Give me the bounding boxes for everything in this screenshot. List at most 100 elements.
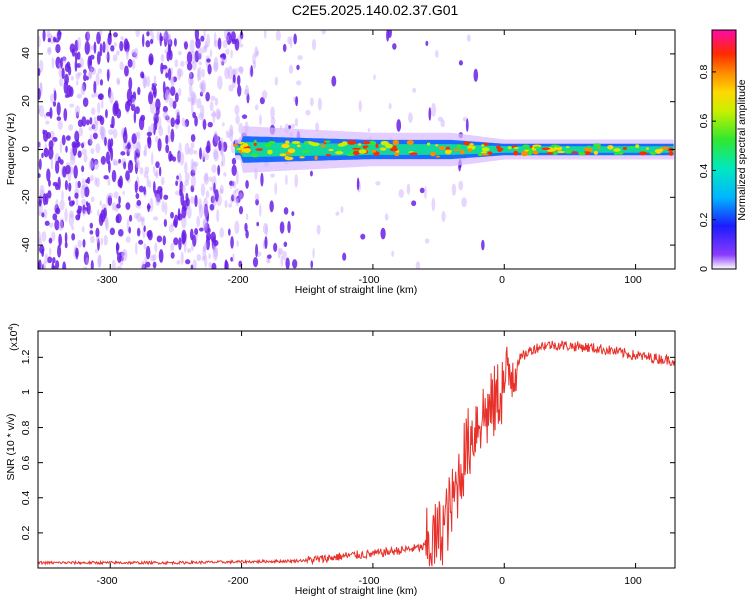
noise-speck — [164, 90, 170, 103]
signal-peak — [507, 146, 512, 150]
noise-speck — [141, 260, 145, 269]
noise-speck — [214, 97, 219, 106]
noise-speck — [62, 261, 67, 269]
noise-speck — [49, 107, 53, 119]
noise-speck — [291, 211, 295, 217]
signal-peak — [571, 151, 579, 154]
noise-speck — [130, 103, 136, 112]
noise-speck — [202, 150, 206, 161]
spectrogram-content — [38, 30, 674, 269]
noise-speck — [294, 117, 299, 127]
noise-speck — [201, 82, 206, 94]
signal-peak — [346, 153, 355, 157]
noise-speck — [270, 117, 276, 126]
noise-speck — [212, 109, 216, 124]
noise-speck — [273, 242, 278, 252]
noise-speck — [96, 115, 100, 122]
noise-speck — [170, 252, 175, 259]
noise-speck — [154, 242, 158, 253]
noise-speck — [174, 59, 179, 68]
noise-speck — [38, 259, 42, 269]
noise-speck — [207, 227, 211, 234]
noise-speck — [81, 226, 85, 233]
noise-speck — [63, 80, 69, 95]
page-title: C2E5.2025.140.02.37.G01 — [291, 2, 459, 18]
noise-speck — [201, 68, 205, 78]
noise-speck — [172, 76, 178, 83]
noise-speck — [168, 150, 172, 162]
noise-speck — [140, 217, 145, 227]
noise-speck — [113, 100, 119, 114]
noise-speck — [191, 102, 194, 115]
noise-speck — [224, 259, 228, 269]
noise-speck — [60, 57, 63, 69]
noise-speck — [77, 37, 81, 51]
signal-peak — [593, 150, 599, 155]
noise-speck — [43, 130, 49, 142]
noise-speck — [143, 74, 147, 89]
noise-speck — [46, 30, 51, 38]
noise-speck — [52, 265, 56, 269]
noise-speck — [109, 90, 114, 104]
noise-speck — [70, 75, 75, 81]
noise-speck — [52, 36, 57, 43]
noise-speck — [172, 100, 177, 109]
noise-speck — [150, 123, 155, 134]
noise-speck — [77, 205, 81, 220]
noise-speck — [52, 213, 58, 221]
colorbar-tick-label: 0.2 — [698, 213, 710, 228]
noise-speck — [428, 107, 432, 121]
noise-speck — [255, 50, 260, 56]
noise-speck — [178, 142, 182, 155]
signal-peak — [241, 148, 251, 153]
noise-speck — [38, 140, 41, 151]
noise-speck — [41, 263, 45, 269]
noise-speck — [111, 259, 116, 269]
signal-peak — [635, 144, 640, 149]
noise-speck — [190, 174, 196, 188]
noise-speck — [99, 200, 102, 207]
noise-speck — [111, 115, 115, 129]
noise-speck — [216, 110, 221, 120]
noise-speck — [200, 104, 205, 119]
noise-speck — [192, 60, 197, 71]
noise-speck — [83, 209, 87, 215]
noise-speck — [164, 30, 170, 43]
noise-speck — [296, 80, 302, 86]
noise-speck — [208, 261, 212, 269]
signal-peak — [564, 150, 573, 154]
y-tick-label: 0.8 — [20, 421, 32, 436]
noise-speck — [183, 41, 189, 50]
noise-speck — [74, 130, 80, 143]
noise-speck — [156, 235, 163, 243]
noise-speck — [90, 174, 94, 182]
noise-speck — [89, 209, 93, 214]
noise-speck — [60, 219, 65, 229]
noise-speck — [288, 64, 294, 74]
noise-speck — [356, 177, 360, 191]
noise-speck — [135, 155, 140, 168]
noise-speck — [135, 148, 139, 159]
noise-speck — [145, 76, 151, 87]
noise-speck — [213, 31, 217, 46]
x-tick-label: -300 — [96, 274, 117, 286]
noise-speck — [204, 254, 208, 268]
noise-speck — [289, 35, 293, 49]
noise-speck — [340, 206, 344, 214]
signal-peak — [481, 147, 490, 152]
signal-peak — [617, 151, 624, 155]
noise-speck — [193, 161, 199, 167]
noise-speck — [134, 161, 139, 175]
noise-speck — [190, 196, 195, 205]
noise-speck — [44, 220, 50, 226]
noise-speck — [61, 67, 65, 80]
noise-speck — [77, 180, 81, 189]
noise-speck — [194, 227, 199, 235]
signal-peak — [556, 144, 560, 148]
noise-speck — [209, 49, 213, 58]
signal-peak — [379, 147, 387, 151]
noise-speck — [58, 77, 64, 87]
noise-speck — [168, 97, 174, 108]
noise-speck — [148, 91, 154, 105]
noise-speck — [191, 92, 197, 106]
